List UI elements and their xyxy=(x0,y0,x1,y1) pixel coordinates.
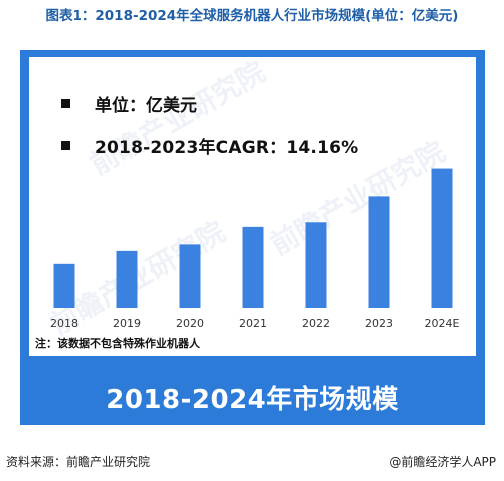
cagr-row: 2018-2023年CAGR：14.16% xyxy=(61,133,359,158)
bar-2024E xyxy=(431,168,453,308)
x-tick-label: 2020 xyxy=(176,317,204,330)
bar-2022 xyxy=(305,222,327,308)
cagr-label: 2018-2023年CAGR：14.16% xyxy=(95,137,359,158)
chart-panel: 前瞻产业研究院 前瞻产业研究院 前瞻产业研究院 单位：亿美元 2018-2023… xyxy=(29,55,476,356)
bar-2020 xyxy=(179,244,201,308)
bullet-square-icon xyxy=(61,140,70,150)
x-tick-label: 2022 xyxy=(302,317,330,330)
bar-2021 xyxy=(242,226,264,308)
chart-note: 注：该数据不包含特殊作业机器人 xyxy=(35,337,200,350)
x-tick-label: 2018 xyxy=(50,317,78,330)
x-tick-label: 2019 xyxy=(113,317,141,330)
brand-text: @前瞻经济学人APP xyxy=(389,455,496,469)
bar-2019 xyxy=(116,250,138,308)
x-tick-label: 2024E xyxy=(425,317,460,330)
x-tick-label: 2021 xyxy=(239,317,267,330)
figure-title: 图表1：2018-2024年全球服务机器人行业市场规模(单位：亿美元) xyxy=(45,8,459,24)
chart-banner: 2018-2024年市场规模 xyxy=(106,385,399,415)
bullet-square-icon xyxy=(61,98,70,108)
bar-2018 xyxy=(53,263,75,308)
unit-label: 单位：亿美元 xyxy=(95,95,197,116)
bar-chart: 2018 2019 2020 2021 2022 2023 2024E xyxy=(50,168,460,330)
unit-row: 单位：亿美元 xyxy=(61,91,197,116)
source-text: 资料来源：前瞻产业研究院 xyxy=(6,455,151,469)
bar-2023 xyxy=(368,196,390,308)
x-tick-label: 2023 xyxy=(365,317,393,330)
